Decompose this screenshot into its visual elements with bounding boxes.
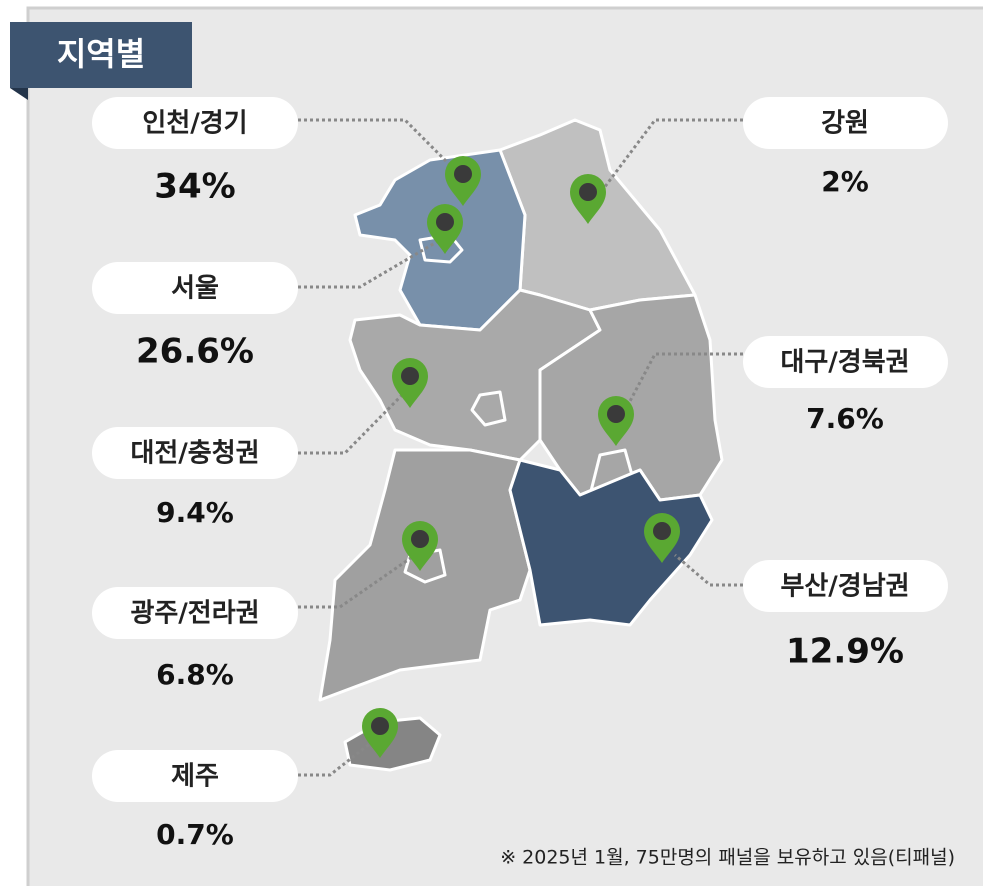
pin [402,521,438,571]
leader-line [298,238,441,289]
tab-fold [10,88,28,100]
map [318,118,724,772]
region-name: 서울 [171,274,219,304]
label-pill [743,560,948,612]
labels: 인천/경기 34% 서울 26.6% 대전/충청권 9.4% 광주/전라권 6.… [92,97,948,851]
pin-dot [436,213,454,231]
pin-dot [411,530,429,548]
label-pill [92,262,298,314]
pin [570,174,606,224]
label-pill [92,587,298,639]
title: 지역별 [57,35,145,73]
region-value: 12.9% [786,632,904,672]
region-name: 강원 [821,109,869,139]
pin [445,156,481,206]
footnote: ※ 2025년 1월, 75만명의 패널을 보유하고 있음(티패널) [500,847,955,869]
region-value: 26.6% [136,332,254,372]
region-gyeongnam [508,458,714,627]
leader-line [298,740,373,777]
region-name: 광주/전라권 [130,599,259,629]
pin-dot [371,717,389,735]
pin-dot [607,405,625,423]
label-pill [92,97,298,149]
title-tab [10,22,192,88]
region-value: 7.6% [806,402,884,435]
label-pill [92,750,298,802]
region-name: 대구/경북권 [780,348,909,378]
leader-line [298,553,416,609]
pin [362,708,398,758]
pin-dot [401,367,419,385]
region-value: 6.8% [156,658,234,691]
region-value: 34% [154,167,235,207]
region-value: 9.4% [156,496,234,529]
region-name: 부산/경남권 [780,572,909,602]
region-name: 인천/경기 [142,109,247,139]
pin [392,358,428,408]
pin [644,513,680,563]
pin [427,204,463,254]
label-pill [743,97,948,149]
pins [362,156,680,758]
region-name: 대전/충청권 [130,439,259,469]
pin-dot [653,522,671,540]
label-pill [743,336,948,388]
pin-dot [579,183,597,201]
region-daejeon [470,390,507,427]
region-value: 0.7% [156,818,234,851]
region-name: 제주 [171,762,219,792]
leaders [298,118,743,777]
pin-dot [454,165,472,183]
leader-line [674,553,743,587]
label-pill [92,427,298,479]
leader-line [298,390,407,455]
region-value: 2% [821,165,869,198]
pin [598,396,634,446]
